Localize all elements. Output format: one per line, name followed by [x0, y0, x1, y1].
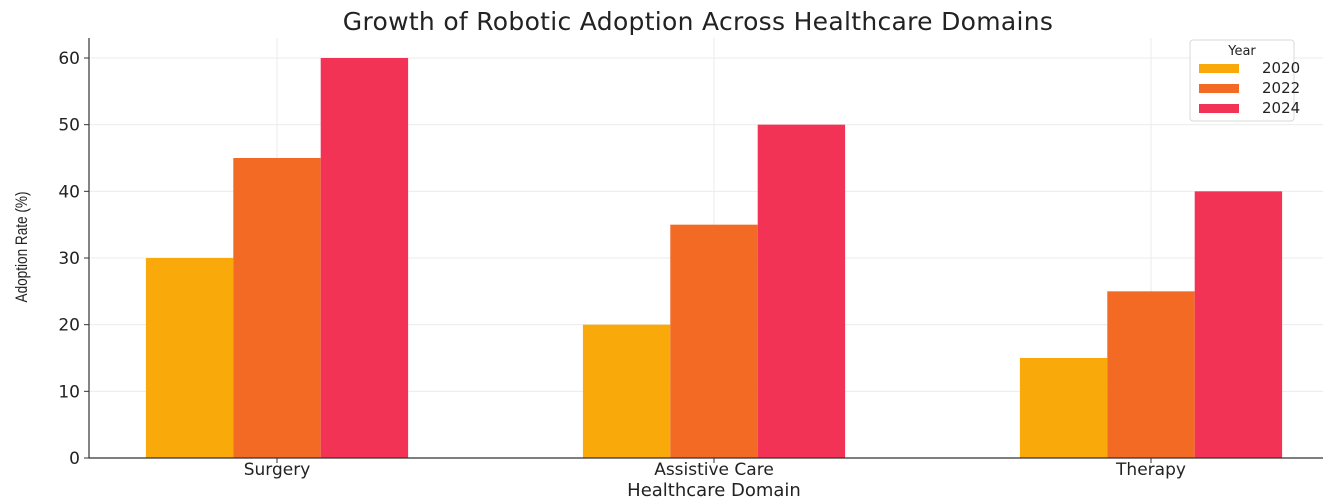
bar-2020-therapy [1019, 358, 1108, 458]
y-axis-label: Adoption Rate (%) [13, 192, 32, 303]
x-tick-label: Assistive Care [654, 460, 774, 480]
legend-label-2022: 2022 [1262, 79, 1300, 97]
chart-title: Growth of Robotic Adoption Across Health… [343, 7, 1053, 36]
x-tick-label: Therapy [1115, 460, 1186, 480]
legend-label-2020: 2020 [1262, 59, 1300, 77]
x-axis-label: Healthcare Domain [627, 480, 801, 500]
bar-2022-assistive-care [670, 224, 758, 458]
bar-2020-assistive-care [582, 324, 671, 458]
legend-title: Year [1227, 44, 1256, 59]
legend-frame [1189, 39, 1295, 122]
legend: Year 2020 2022 2024 [1189, 39, 1300, 122]
y-tick-label: 60 [58, 49, 80, 69]
bar-2022-surgery [233, 158, 321, 458]
bar-2024-therapy [1194, 191, 1283, 459]
bar-2024-assistive-care [757, 124, 846, 459]
legend-label-2024: 2024 [1262, 99, 1300, 117]
legend-swatch-2024 [1199, 104, 1239, 113]
bar-2020-surgery [145, 258, 234, 458]
x-tick-label: Surgery [244, 460, 311, 480]
bar-2024-surgery [320, 58, 409, 458]
bar-2022-therapy [1107, 291, 1195, 458]
axes: 0 10 20 30 40 50 60 Surgery Assistive Care Therap… [58, 38, 1323, 480]
y-tick-label: 10 [58, 382, 80, 402]
y-tick-label: 20 [58, 316, 80, 336]
y-tick-label: 0 [69, 449, 80, 469]
legend-swatch-2020 [1199, 64, 1239, 73]
y-tick-label: 30 [58, 249, 80, 269]
bars [145, 58, 1283, 459]
y-tick-label: 40 [58, 182, 80, 202]
y-tick-label: 50 [58, 116, 80, 136]
legend-swatch-2022 [1199, 84, 1239, 93]
